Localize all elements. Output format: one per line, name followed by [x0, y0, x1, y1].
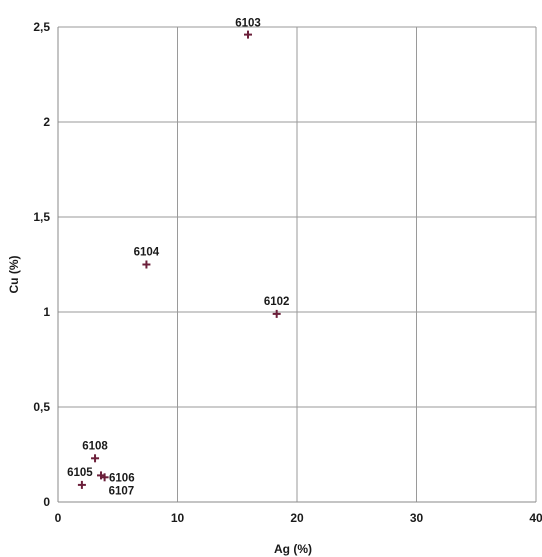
point-label: 6108 — [82, 440, 108, 452]
data-point — [100, 473, 109, 482]
x-tick-label: 10 — [171, 511, 185, 525]
y-tick-label: 1,5 — [33, 210, 50, 224]
point-label: 6107 — [109, 485, 135, 497]
y-tick-labels: 0 0,5 1 1,5 2 2,5 — [33, 20, 50, 509]
x-tick-label: 40 — [529, 511, 542, 525]
data-point — [244, 30, 253, 39]
data-points — [77, 30, 281, 489]
point-label: 6106 — [109, 472, 135, 484]
point-label: 6102 — [264, 296, 290, 308]
point-label: 6105 — [67, 467, 93, 479]
x-tick-label: 20 — [290, 511, 304, 525]
y-axis-title: Cu (%) — [7, 256, 21, 294]
point-label: 6103 — [235, 18, 261, 30]
gridlines — [58, 26, 537, 502]
x-axis-title: Ag (%) — [274, 542, 312, 556]
y-tick-label: 2 — [43, 115, 50, 129]
x-tick-label: 0 — [55, 511, 62, 525]
data-point — [91, 454, 100, 463]
point-label: 6104 — [134, 247, 160, 259]
y-tick-label: 1 — [43, 305, 50, 319]
x-tick-labels: 0 10 20 30 40 — [55, 511, 542, 525]
y-tick-label: 0 — [43, 495, 50, 509]
data-point — [272, 309, 281, 318]
axes — [57, 27, 536, 503]
data-point — [142, 260, 151, 269]
y-tick-label: 0,5 — [33, 400, 50, 414]
y-tick-label: 2,5 — [33, 20, 50, 34]
x-tick-label: 30 — [410, 511, 424, 525]
data-point — [77, 480, 86, 489]
